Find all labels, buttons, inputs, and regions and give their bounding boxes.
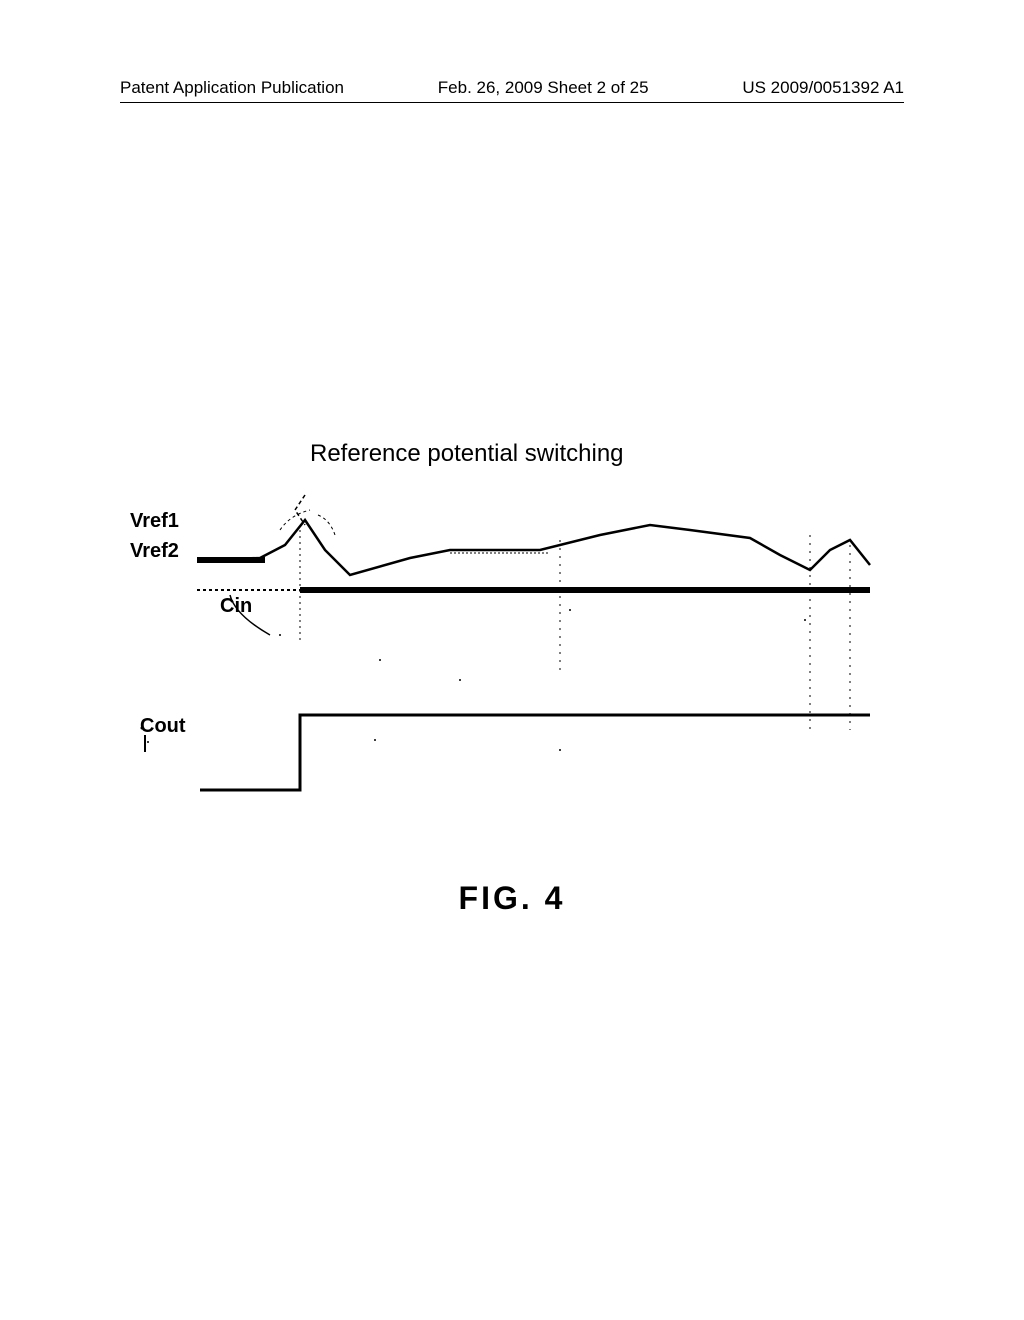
figure-label: FIG. 4 — [0, 880, 1024, 917]
waveform-svg — [130, 480, 900, 820]
noise-dot — [379, 659, 381, 661]
header-date-sheet: Feb. 26, 2009 Sheet 2 of 25 — [438, 78, 649, 98]
cin-pointer-arrow — [230, 595, 270, 635]
header-rule — [120, 102, 904, 103]
header-publication: Patent Application Publication — [120, 78, 344, 98]
waveform-svg-container — [130, 480, 900, 820]
switch-arc-right — [318, 515, 335, 535]
cout-waveform — [200, 715, 870, 790]
page-header: Patent Application Publication Feb. 26, … — [0, 78, 1024, 98]
timing-diagram: Reference potential switching Vref1 Vref… — [130, 440, 900, 820]
diagram-title: Reference potential switching — [310, 440, 624, 468]
header-patent-number: US 2009/0051392 A1 — [742, 78, 904, 98]
